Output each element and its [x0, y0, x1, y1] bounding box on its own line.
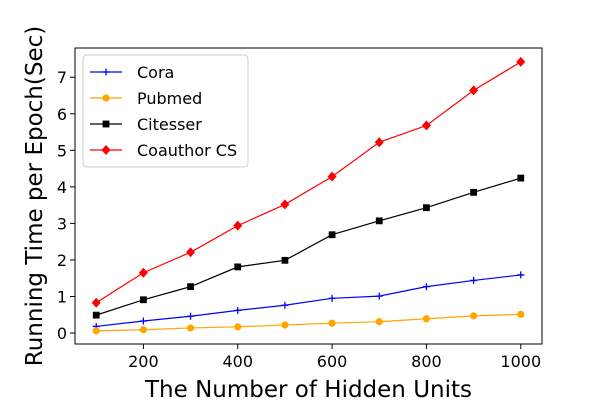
data-point-pubmed: [139, 326, 147, 334]
x-tick-label: 800: [411, 352, 442, 371]
axes-layer: 200 400 600 800 1000 0 1 2 3 4 5 6 7: [57, 68, 541, 371]
legend-box: [82, 54, 249, 168]
y-tick-label: 2: [57, 251, 67, 270]
data-point-citesser: [92, 311, 100, 319]
data-point-cora: [375, 292, 383, 300]
series-line-cora: [96, 274, 521, 328]
x-axis-label: The Number of Hidden Units: [144, 377, 472, 400]
data-point-pubmed: [186, 324, 195, 332]
data-point-coauthor-cs: [421, 120, 431, 131]
data-point-cora: [517, 271, 525, 279]
y-tick-label: 5: [57, 141, 67, 160]
y-axis-label: Running Time per Epoch(Sec): [22, 26, 48, 366]
data-point-pubmed: [281, 321, 289, 329]
legend-label: Cora: [137, 63, 174, 82]
data-point-coauthor-cs: [186, 247, 196, 258]
legend-item-coauthor-cs: Coauthor CS: [90, 141, 237, 160]
series-pubmed: [92, 310, 525, 335]
legend-marker: [102, 94, 110, 102]
legend-item-citesser: Citesser: [90, 115, 202, 134]
data-point-citesser: [375, 217, 383, 225]
series-layer: [91, 56, 526, 335]
x-tick-label: 1000: [500, 352, 541, 371]
data-point-coauthor-cs: [469, 85, 479, 96]
data-point-pubmed: [92, 327, 100, 335]
data-point-coauthor-cs: [374, 137, 384, 148]
data-point-cora: [422, 283, 430, 291]
data-point-coauthor-cs: [233, 220, 243, 231]
data-point-cora: [187, 312, 195, 320]
data-point-citesser: [187, 283, 194, 291]
data-point-citesser: [328, 231, 336, 239]
data-point-citesser: [423, 204, 430, 212]
legend: Cora Pubmed Citesser Coauthor CS: [82, 54, 249, 168]
series-line-citesser: [96, 177, 521, 316]
series-citesser: [92, 174, 525, 319]
legend-item-pubmed: Pubmed: [90, 89, 202, 108]
legend-label: Pubmed: [137, 89, 202, 108]
y-tick-label: 4: [57, 178, 67, 197]
data-point-citesser: [470, 188, 478, 196]
legend-marker: [102, 120, 110, 128]
legend-label: Coauthor CS: [137, 141, 237, 160]
data-point-coauthor-cs: [280, 199, 290, 210]
data-point-cora: [470, 276, 478, 284]
data-point-pubmed: [517, 310, 525, 318]
data-point-pubmed: [234, 323, 242, 331]
x-tick-label: 600: [317, 352, 348, 371]
data-point-citesser: [234, 263, 242, 271]
y-tick-label: 1: [57, 287, 67, 306]
data-point-coauthor-cs: [138, 267, 148, 278]
data-point-citesser: [281, 256, 289, 264]
y-tick-label: 6: [57, 105, 67, 124]
plot-frame: [74, 47, 543, 345]
data-point-cora: [281, 301, 289, 309]
series-cora: [92, 271, 525, 330]
data-point-pubmed: [470, 312, 478, 320]
data-point-coauthor-cs: [516, 56, 526, 67]
data-point-pubmed: [328, 319, 336, 327]
data-point-coauthor-cs: [91, 297, 101, 308]
series-line-pubmed: [96, 313, 521, 332]
series-coauthor-cs: [91, 56, 526, 308]
legend-item-cora: Cora: [90, 63, 174, 82]
data-point-cora: [234, 306, 242, 314]
data-point-cora: [328, 294, 336, 302]
data-point-cora: [139, 317, 147, 325]
data-point-citesser: [139, 296, 147, 304]
legend-label: Citesser: [137, 115, 202, 134]
y-tick-label: 0: [57, 324, 67, 343]
data-point-citesser: [517, 174, 525, 182]
data-point-pubmed: [375, 318, 383, 326]
legend-marker: [102, 68, 110, 76]
data-point-pubmed: [422, 315, 431, 323]
x-tick-label: 400: [222, 352, 253, 371]
y-tick-label: 3: [57, 214, 67, 233]
series-line-coauthor-cs: [95, 61, 522, 304]
x-tick-label: 200: [128, 352, 159, 371]
data-point-coauthor-cs: [327, 171, 337, 182]
y-tick-label: 7: [57, 68, 67, 87]
legend-marker: [101, 145, 111, 155]
